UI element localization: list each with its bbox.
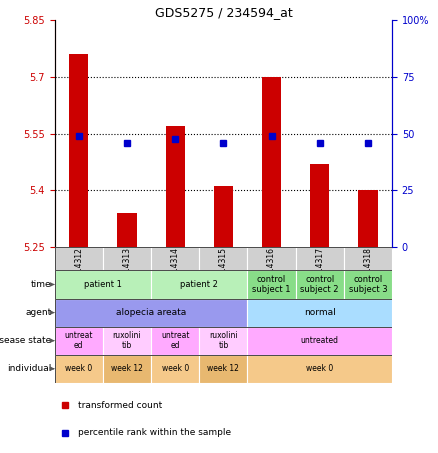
Text: alopecia areata: alopecia areata [116,308,186,317]
Text: control
subject 1: control subject 1 [252,275,291,294]
Text: individual: individual [7,364,51,373]
Text: GSM1414318: GSM1414318 [364,247,372,299]
Text: GSM1414317: GSM1414317 [315,247,324,299]
Bar [344,247,392,299]
Text: transformed count: transformed count [78,400,162,410]
Text: week 0: week 0 [65,364,92,373]
Text: week 12: week 12 [208,364,239,373]
Bar [69,54,88,247]
Text: patient 2: patient 2 [180,280,218,289]
Bar [247,299,392,327]
Text: control
subject 2: control subject 2 [300,275,339,294]
Bar [247,355,392,383]
Text: control
subject 3: control subject 3 [349,275,387,294]
Bar [247,270,296,299]
Bar [262,77,281,247]
Bar [151,327,199,355]
Bar [55,247,103,299]
Bar [199,247,247,299]
Text: disease state: disease state [0,336,51,345]
Bar [344,270,392,299]
Bar [55,299,247,327]
Bar [296,270,344,299]
Text: percentile rank within the sample: percentile rank within the sample [78,429,232,438]
Bar [199,355,247,383]
Bar [151,247,199,299]
Bar [358,190,378,247]
Text: normal: normal [304,308,336,317]
Bar [247,247,296,299]
Text: patient 1: patient 1 [84,280,122,289]
Text: GSM1414316: GSM1414316 [267,247,276,299]
Bar [103,355,151,383]
Bar [151,355,199,383]
Text: GSM1414312: GSM1414312 [74,247,83,299]
Bar [55,270,151,299]
Bar [247,327,392,355]
Bar [166,126,185,247]
Text: untreat
ed: untreat ed [161,331,190,350]
Bar [55,355,103,383]
Text: untreat
ed: untreat ed [64,331,93,350]
Bar [117,213,137,247]
Text: week 12: week 12 [111,364,143,373]
Bar [199,327,247,355]
Text: agent: agent [25,308,51,317]
Text: ruxolini
tib: ruxolini tib [209,331,238,350]
Text: ruxolini
tib: ruxolini tib [113,331,141,350]
Text: week 0: week 0 [306,364,333,373]
Bar [296,247,344,299]
Title: GDS5275 / 234594_at: GDS5275 / 234594_at [155,6,292,19]
Bar [55,327,103,355]
Text: GSM1414313: GSM1414313 [123,247,131,299]
Bar [103,247,151,299]
Text: untreated: untreated [301,336,339,345]
Bar [103,327,151,355]
Bar [214,187,233,247]
Text: GSM1414314: GSM1414314 [171,247,180,299]
Bar [310,164,329,247]
Text: time: time [31,280,51,289]
Text: GSM1414315: GSM1414315 [219,247,228,299]
Bar [151,270,247,299]
Text: week 0: week 0 [162,364,189,373]
